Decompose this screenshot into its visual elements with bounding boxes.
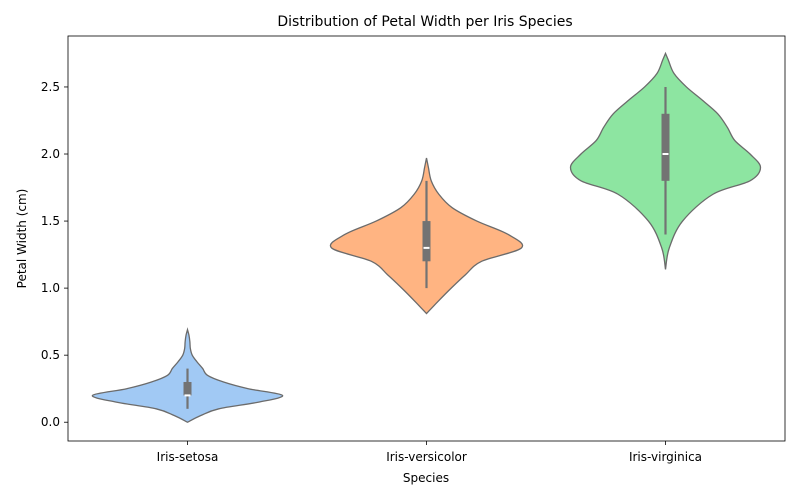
iqr-box-iris-setosa [183, 381, 192, 396]
iqr-box-iris-virginica [661, 113, 670, 181]
x-tick-label: Iris-versicolor [386, 450, 467, 464]
y-tick-label: 2.5 [41, 80, 60, 94]
y-tick-label: 1.5 [41, 214, 60, 228]
iqr-box-iris-versicolor [422, 221, 431, 262]
x-axis-label: Species [403, 471, 449, 485]
x-tick-label: Iris-setosa [157, 450, 219, 464]
y-tick-label: 1.0 [41, 281, 60, 295]
chart-title: Distribution of Petal Width per Iris Spe… [277, 14, 572, 30]
x-tick-label: Iris-virginica [629, 450, 702, 464]
y-axis: 0.0 0.5 1.0 1.5 2.0 2.5 [41, 80, 68, 429]
y-axis-label: Petal Width (cm) [15, 189, 29, 289]
plot-area [91, 51, 762, 423]
y-tick-label: 0.0 [41, 415, 60, 429]
y-tick-label: 0.5 [41, 348, 60, 362]
y-tick-label: 2.0 [41, 147, 60, 161]
x-axis: Iris-setosa Iris-versicolor Iris-virginica [157, 441, 702, 464]
